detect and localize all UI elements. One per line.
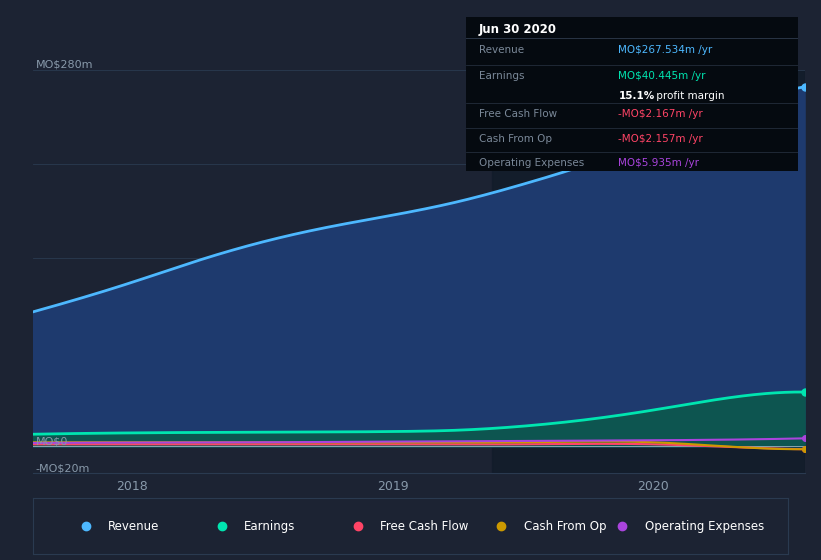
Text: Cash From Op: Cash From Op xyxy=(479,134,552,144)
Text: -MO$20m: -MO$20m xyxy=(35,463,89,473)
Text: Earnings: Earnings xyxy=(479,71,525,81)
Text: Operating Expenses: Operating Expenses xyxy=(644,520,764,533)
Bar xyxy=(492,70,805,473)
Text: MO$0: MO$0 xyxy=(35,436,68,446)
Text: Earnings: Earnings xyxy=(245,520,296,533)
Text: MO$280m: MO$280m xyxy=(35,60,93,70)
Text: MO$267.534m /yr: MO$267.534m /yr xyxy=(618,45,713,54)
Text: -MO$2.167m /yr: -MO$2.167m /yr xyxy=(618,109,704,119)
Text: -MO$2.157m /yr: -MO$2.157m /yr xyxy=(618,134,704,144)
Text: Free Cash Flow: Free Cash Flow xyxy=(380,520,469,533)
Text: Revenue: Revenue xyxy=(479,45,524,54)
Text: MO$5.935m /yr: MO$5.935m /yr xyxy=(618,158,699,169)
Text: MO$40.445m /yr: MO$40.445m /yr xyxy=(618,71,706,81)
Text: Operating Expenses: Operating Expenses xyxy=(479,158,584,169)
Text: 15.1%: 15.1% xyxy=(618,91,654,101)
Text: Jun 30 2020: Jun 30 2020 xyxy=(479,23,557,36)
Text: profit margin: profit margin xyxy=(654,91,725,101)
Text: Cash From Op: Cash From Op xyxy=(524,520,606,533)
Text: Free Cash Flow: Free Cash Flow xyxy=(479,109,557,119)
Text: Revenue: Revenue xyxy=(108,520,160,533)
